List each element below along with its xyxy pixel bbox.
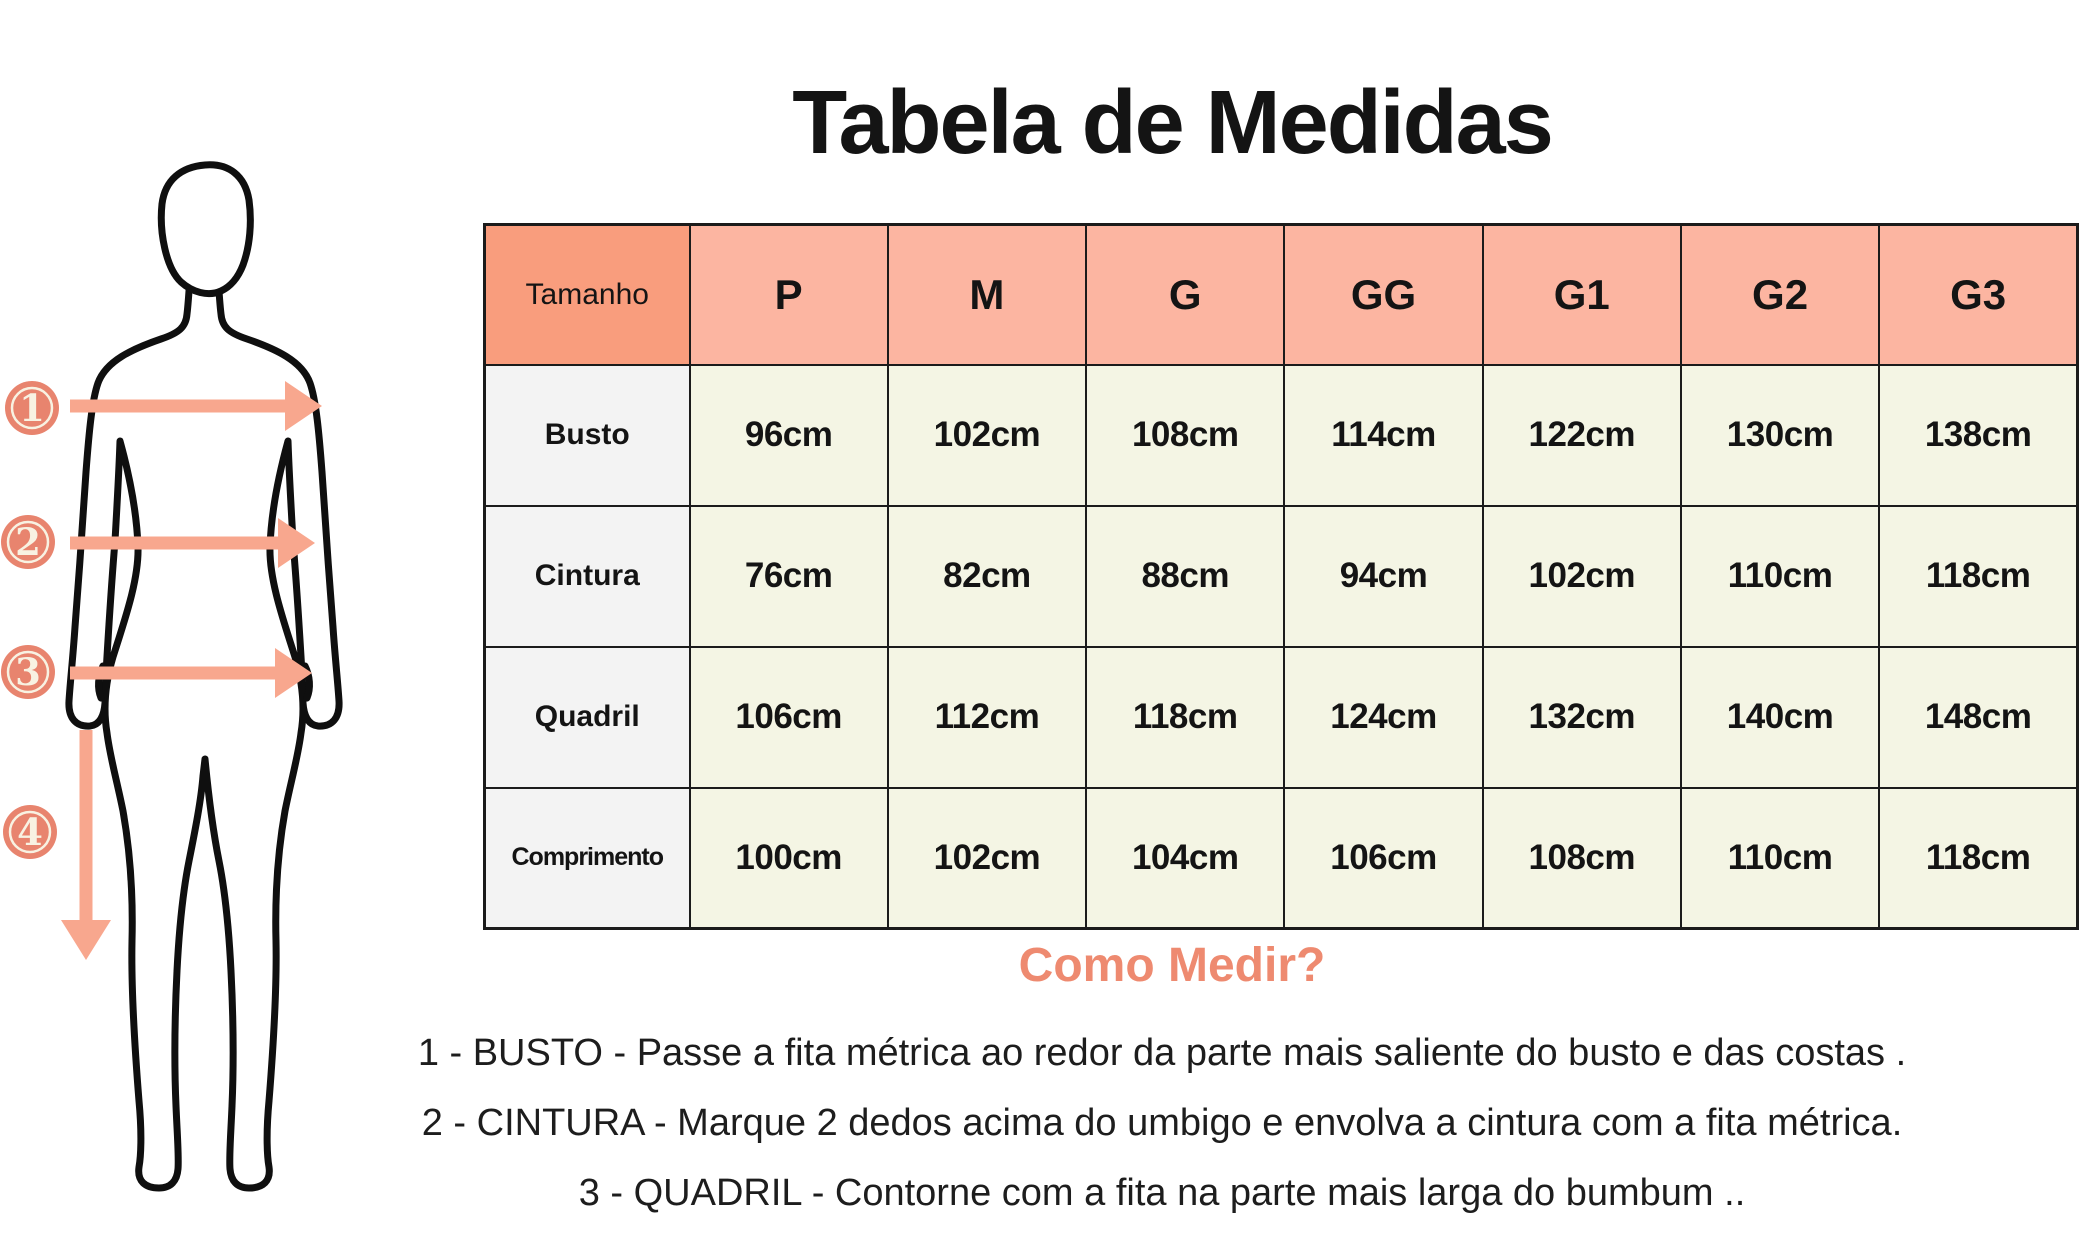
- measure-cell: 118cm: [1085, 645, 1286, 789]
- measure-cell: 124cm: [1283, 645, 1484, 789]
- measure-cell: 118cm: [1878, 504, 2079, 648]
- marker-4-label: 4: [17, 810, 43, 854]
- size-header-cell-g2: G2: [1679, 223, 1881, 366]
- header-cell-tamanho: Tamanho: [483, 223, 691, 366]
- row-label-comprimento: Comprimento: [483, 786, 691, 930]
- measure-cell: 100cm: [688, 786, 889, 930]
- measure-cell: 106cm: [1283, 786, 1484, 930]
- measure-cell: 102cm: [886, 786, 1088, 930]
- row-label-busto: Busto: [483, 363, 691, 507]
- body-figure-svg: 1 2 3 4: [1, 161, 343, 1192]
- measure-cell: 104cm: [1085, 786, 1286, 930]
- size-header-cell-m: M: [886, 223, 1088, 366]
- table-row-quadril: Quadril 106cm 112cm 118cm 124cm 132cm 14…: [483, 645, 2079, 789]
- measure-cell: 108cm: [1481, 786, 1682, 930]
- measure-cell: 82cm: [886, 504, 1088, 648]
- measure-cell: 122cm: [1481, 363, 1682, 507]
- size-header-cell-g1: G1: [1481, 223, 1682, 366]
- bust-measure-arrow: [70, 381, 322, 431]
- measure-cell: 114cm: [1283, 363, 1484, 507]
- marker-4-comprimento: 4: [3, 805, 57, 859]
- marker-3-quadril: 3: [1, 645, 55, 699]
- size-header-cell-p: P: [688, 223, 889, 366]
- hip-measure-arrow: [70, 648, 312, 698]
- measure-cell: 102cm: [1481, 504, 1682, 648]
- measure-cell: 110cm: [1679, 504, 1881, 648]
- measure-cell: 76cm: [688, 504, 889, 648]
- measure-cell: 106cm: [688, 645, 889, 789]
- measure-cell: 138cm: [1878, 363, 2079, 507]
- table-header-row: Tamanho P M G GG G1 G2 G3: [483, 223, 2079, 366]
- measure-cell: 94cm: [1283, 504, 1484, 648]
- marker-2-label: 2: [15, 520, 41, 564]
- table-row-busto: Busto 96cm 102cm 108cm 114cm 122cm 130cm…: [483, 363, 2079, 507]
- row-label-quadril: Quadril: [483, 645, 691, 789]
- measurement-markers: 1 2 3 4: [1, 381, 59, 859]
- measure-cell: 140cm: [1679, 645, 1881, 789]
- measure-cell: 108cm: [1085, 363, 1286, 507]
- length-measure-arrow: [61, 730, 111, 960]
- body-measurement-figure: 1 2 3 4: [0, 110, 360, 1220]
- right-hand-detail: [301, 662, 313, 702]
- marker-1-busto: 1: [5, 381, 59, 435]
- how-to-measure-steps: 1 - BUSTO - Passe a fita métrica ao redo…: [250, 1018, 2074, 1228]
- page-title: Tabela de Medidas: [792, 73, 1554, 174]
- measure-cell: 148cm: [1878, 645, 2079, 789]
- measure-cell: 118cm: [1878, 786, 2079, 930]
- measure-cell: 112cm: [886, 645, 1088, 789]
- size-header-cell-g: G: [1085, 223, 1286, 366]
- marker-2-cintura: 2: [1, 515, 55, 569]
- measure-cell: 132cm: [1481, 645, 1682, 789]
- measurement-arrows: [61, 381, 322, 960]
- how-to-measure-title: Como Medir?: [1018, 939, 1326, 992]
- size-measurements-table: Tamanho P M G GG G1 G2 G3 Busto 96cm 102…: [483, 223, 2079, 930]
- body-outline: [65, 161, 343, 1192]
- size-header-cell-gg: GG: [1283, 223, 1484, 366]
- marker-3-label: 3: [15, 650, 41, 694]
- measure-cell: 96cm: [688, 363, 889, 507]
- size-header-cell-g3: G3: [1878, 223, 2079, 366]
- step-busto: 1 - BUSTO - Passe a fita métrica ao redo…: [417, 1032, 1907, 1074]
- measure-cell: 130cm: [1679, 363, 1881, 507]
- measure-cell: 102cm: [886, 363, 1088, 507]
- head-outline-path: [157, 161, 254, 298]
- step-quadril: 3 - QUADRIL - Contorne com a fita na par…: [578, 1172, 1746, 1214]
- table-row-comprimento: Comprimento 100cm 102cm 104cm 106cm 108c…: [483, 786, 2079, 930]
- marker-1-label: 1: [19, 386, 45, 430]
- measure-cell: 110cm: [1679, 786, 1881, 930]
- table-row-cintura: Cintura 76cm 82cm 88cm 94cm 102cm 110cm …: [483, 504, 2079, 648]
- step-cintura: 2 - CINTURA - Marque 2 dedos acima do um…: [421, 1102, 1903, 1144]
- measure-cell: 88cm: [1085, 504, 1286, 648]
- row-label-cintura: Cintura: [483, 504, 691, 648]
- waist-measure-arrow: [70, 518, 315, 568]
